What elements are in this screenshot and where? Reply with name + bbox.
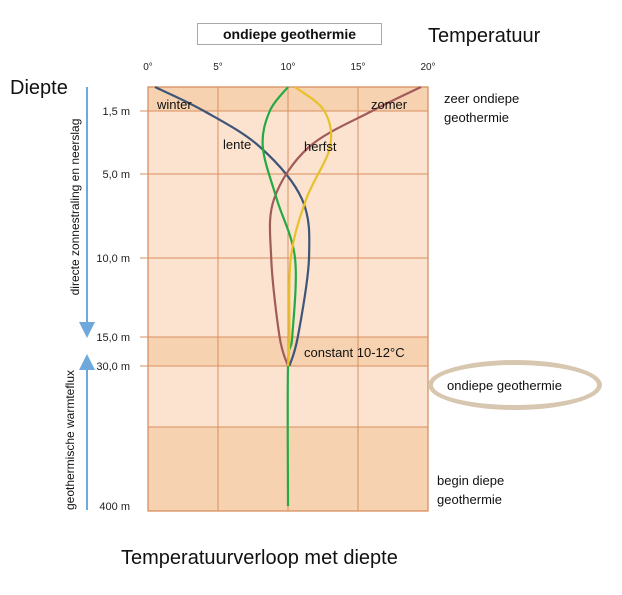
zone-label-very-shallow: zeer ondiepe geothermie <box>444 91 520 125</box>
series-label-zomer: zomer <box>371 97 408 112</box>
zone-label-shallow: ondiepe geothermie <box>447 378 562 393</box>
x-tick-label: 15° <box>350 62 365 73</box>
zone-label-deep: begin diepe geothermie <box>437 473 505 507</box>
series-label-lente: lente <box>223 137 252 152</box>
y-tick-label: 10,0 m <box>96 253 130 265</box>
x-tick-label: 0° <box>143 62 153 73</box>
y-tick-labels: 1,5 m 5,0 m 10,0 m 15,0 m 30,0 m 400 m <box>96 106 130 513</box>
y-tick-label: 400 m <box>99 501 130 513</box>
x-tick-label: 5° <box>213 62 223 73</box>
chart-title: ondiepe geothermie <box>197 23 382 45</box>
series-line-herfst <box>286 86 333 367</box>
x-tick-label: 20° <box>420 62 435 73</box>
grid <box>140 87 429 511</box>
side-label-upper: directe zonnestraling en neerslag <box>68 118 82 296</box>
annotation-constant: constant 10-12°C <box>304 345 405 360</box>
x-tick-labels: 0° 5° 10° 15° 20° <box>143 62 435 73</box>
y-axis-label: Diepte <box>10 77 68 99</box>
side-label-lower: geothermische warmteflux <box>63 369 77 511</box>
chart-caption: Temperatuurverloop met diepte <box>121 547 398 569</box>
y-tick-label: 15,0 m <box>96 332 130 344</box>
series-line-zomer <box>268 86 422 367</box>
y-tick-label: 5,0 m <box>102 169 130 181</box>
series-label-herfst: herfst <box>304 139 337 154</box>
x-axis-label: Temperatuur <box>428 25 541 47</box>
series-lines <box>154 86 422 507</box>
x-tick-label: 10° <box>280 62 295 73</box>
highlight-oval <box>428 360 602 410</box>
series-line-winter <box>154 86 311 367</box>
series-label-winter: winter <box>157 97 192 112</box>
y-tick-label: 30,0 m <box>96 361 130 373</box>
y-tick-label: 1,5 m <box>102 106 130 118</box>
